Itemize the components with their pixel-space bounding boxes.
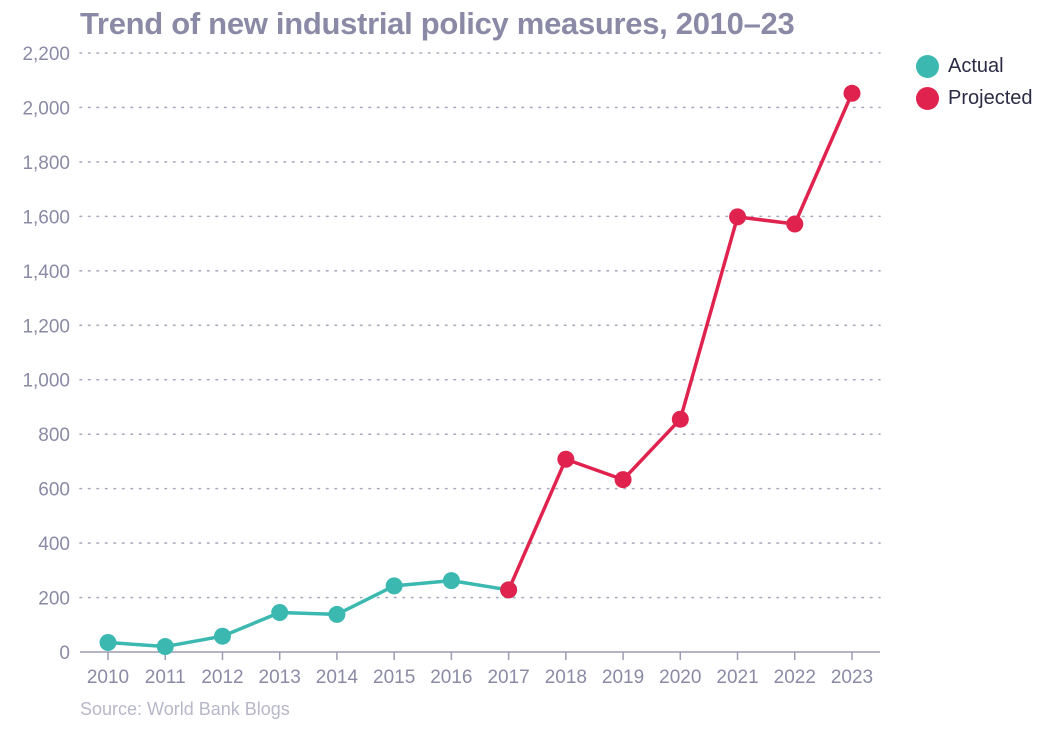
x-tick-label: 2013 [259,667,301,688]
data-point-projected [671,410,689,428]
legend-label-actual: Actual [948,54,1004,77]
x-tick-label: 2022 [774,667,816,688]
x-axis: 2010 2011 2012 2013 2014 2015 2016 2017 2018 2019… [80,651,880,688]
data-point-actual [213,627,231,645]
data-point-actual [328,605,346,623]
y-tick-label: 1,200 [22,316,70,337]
y-tick-label: 200 [38,589,70,610]
x-tick-label: 2016 [430,667,472,688]
y-tick-label: 1,400 [22,262,70,283]
data-point-projected [729,208,747,226]
y-tick-label: 1,000 [22,371,70,392]
legend-marker-actual [916,54,939,78]
y-axis: 0 200 400 600 800 1,000 1,200 1,400 1,600 1,800 2,… [22,44,70,664]
data-point-projected [557,450,575,468]
legend-item-projected: Projected [916,82,1033,114]
x-tick-label: 2014 [316,667,359,688]
y-tick-label: 600 [38,480,70,501]
grid-lines [79,52,881,599]
x-tick-label: 2012 [201,667,243,688]
x-tick-label: 2017 [487,667,529,688]
series-line-actual [106,578,511,649]
x-tick-label: 2015 [373,667,415,688]
legend-label-projected: Projected [948,86,1033,109]
legend-marker-projected [916,86,939,110]
x-tick-label: 2023 [831,667,873,688]
series-line-projected [506,91,854,592]
data-point-projected [614,471,632,489]
y-tick-label: 800 [38,425,70,446]
chart-title: Trend of new industrial policy measures,… [80,6,795,41]
data-point-actual [271,604,289,622]
data-point-actual [99,633,117,651]
data-point-projected [500,581,518,599]
y-tick-label: 2,000 [22,98,70,119]
y-tick-label: 1,800 [22,153,70,174]
y-tick-label: 0 [59,643,70,664]
data-point-actual [156,638,174,656]
x-tick-label: 2010 [87,667,129,688]
source-note: Source: World Bank Blogs [80,699,290,719]
data-point-actual [385,577,403,595]
x-tick-label: 2019 [602,667,644,688]
x-tick-label: 2021 [716,667,758,688]
y-tick-label: 2,200 [22,44,70,65]
legend-item-actual: Actual [916,50,1033,82]
x-tick-label: 2011 [145,667,186,688]
data-point-actual [442,572,460,590]
series-layer [99,84,861,656]
x-tick-label: 2020 [659,667,701,688]
x-tick-label: 2018 [545,667,587,688]
y-tick-label: 1,600 [22,207,70,228]
data-point-projected [843,84,861,102]
legend: Actual Projected [916,50,1033,114]
y-tick-label: 400 [38,534,70,555]
data-point-projected [786,215,804,233]
